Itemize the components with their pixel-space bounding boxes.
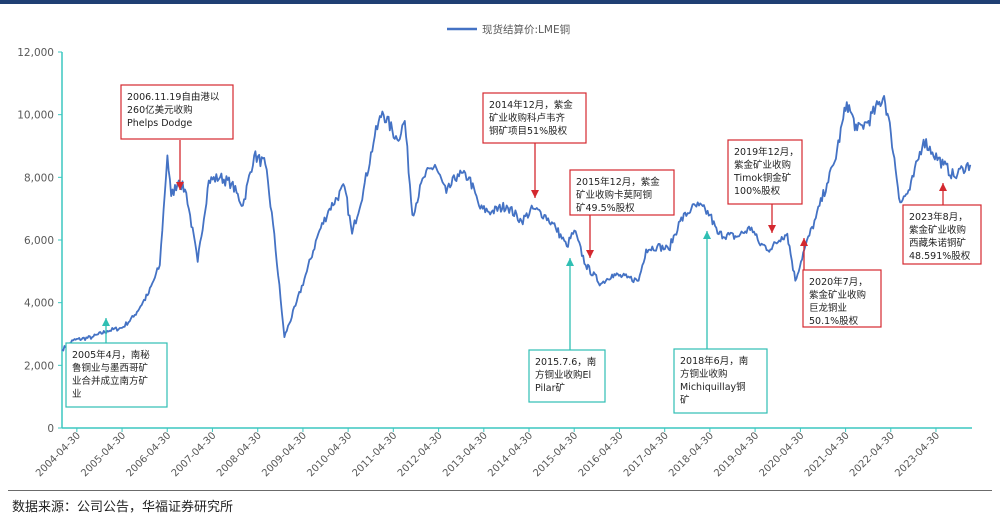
annotation-text-line: 西藏朱诺铜矿 bbox=[909, 237, 967, 249]
annotation-text-line: 方铜业收购El bbox=[535, 369, 591, 381]
top-rule bbox=[0, 0, 1000, 4]
annotation-text-line: 2020年7月， bbox=[809, 276, 868, 288]
x-tick-label: 2022-04-30 bbox=[848, 430, 897, 479]
annotation-arrow-head bbox=[176, 182, 184, 190]
annotation-text-line: 260亿美元收购 bbox=[127, 104, 193, 116]
x-tick-label: 2009-04-30 bbox=[260, 430, 309, 479]
x-tick-label: 2008-04-30 bbox=[215, 430, 264, 479]
annotation-box bbox=[902, 204, 982, 265]
annotation-box bbox=[65, 342, 168, 408]
annotation-text-line: 2015年12月，紫金 bbox=[576, 176, 660, 188]
annotation-text-line: 2018年6月，南 bbox=[680, 355, 748, 367]
y-tick-label: 8,000 bbox=[24, 172, 54, 184]
annotation-box bbox=[673, 348, 768, 414]
annotation-text-line: 矿业收购科卢韦齐 bbox=[489, 112, 566, 124]
x-tick-label: 2012-04-30 bbox=[396, 430, 445, 479]
annotation-box bbox=[802, 269, 882, 328]
x-tick-label: 2006-04-30 bbox=[124, 430, 173, 479]
annotation-text-line: 紫金矿业收购 bbox=[734, 159, 791, 171]
annotation-arrow-head bbox=[531, 190, 539, 198]
annotation-text-line: Timok铜金矿 bbox=[733, 172, 792, 184]
annotation-text-line: 2006.11.19自由港以 bbox=[127, 91, 220, 103]
annotation-text-line: 48.591%股权 bbox=[909, 250, 971, 262]
annotation-text-line: 矿业收购卡莫阿铜 bbox=[576, 189, 652, 201]
x-tick-label: 2014-04-30 bbox=[486, 430, 535, 479]
y-tick-label: 6,000 bbox=[24, 235, 54, 247]
annotation-text-line: 2014年12月，紫金 bbox=[489, 99, 573, 111]
x-tick-label: 2010-04-30 bbox=[305, 430, 354, 479]
y-tick-label: 2,000 bbox=[24, 360, 54, 372]
annotation-text-line: 方铜业收购 bbox=[680, 368, 728, 380]
x-tick-label: 2017-04-30 bbox=[622, 430, 671, 479]
source-note: 数据来源：公司公告，华福证券研究所 bbox=[12, 500, 234, 515]
annotation-arrow-head bbox=[566, 258, 574, 266]
annotation-text-line: Phelps Dodge bbox=[127, 118, 192, 129]
y-tick-label: 0 bbox=[47, 423, 54, 435]
y-tick-label: 4,000 bbox=[24, 298, 54, 310]
x-tick-label: 2005-04-30 bbox=[79, 430, 128, 479]
annotation-text-line: 业合并成立南方矿 bbox=[72, 375, 149, 387]
series-line-lme-copper bbox=[61, 95, 972, 352]
annotation-text-line: 紫金矿业收购 bbox=[809, 289, 866, 301]
bottom-rule bbox=[8, 490, 992, 491]
annotation-text-line: 100%股权 bbox=[734, 185, 781, 197]
annotation-text-line: 紫金矿业收购 bbox=[909, 224, 966, 236]
x-tick-label: 2011-04-30 bbox=[351, 430, 400, 479]
x-tick-label: 2020-04-30 bbox=[758, 430, 807, 479]
annotation-box bbox=[528, 349, 606, 403]
y-tick-label: 12,000 bbox=[17, 47, 54, 59]
y-tick-label: 10,000 bbox=[17, 110, 54, 122]
x-tick-label: 2013-04-30 bbox=[441, 430, 490, 479]
annotation-text-line: 2023年8月， bbox=[909, 211, 968, 223]
annotation-box bbox=[569, 169, 675, 216]
annotation-text-line: Pilar矿 bbox=[535, 382, 566, 394]
x-tick-label: 2018-04-30 bbox=[667, 430, 716, 479]
annotation-arrow-head bbox=[102, 318, 110, 326]
annotation-text-line: 2019年12月， bbox=[734, 146, 799, 158]
annotation-text-line: Michiquillay铜 bbox=[680, 381, 746, 393]
annotation-text-line: 2005年4月，南秘 bbox=[72, 349, 150, 361]
annotation-text-line: 业 bbox=[72, 389, 82, 400]
annotation-text-line: 巨龙铜业 bbox=[809, 302, 847, 314]
x-tick-label: 2019-04-30 bbox=[712, 430, 761, 479]
x-tick-label: 2023-04-30 bbox=[893, 430, 942, 479]
annotation-text-line: 2015.7.6，南 bbox=[535, 356, 596, 368]
annotation-arrow-head bbox=[703, 231, 711, 239]
annotation-text-line: 矿 bbox=[680, 394, 690, 406]
annotation-text-line: 鲁铜业与墨西哥矿 bbox=[72, 362, 149, 374]
x-tick-label: 2021-04-30 bbox=[803, 430, 852, 479]
annotation-box bbox=[120, 84, 234, 140]
x-tick-label: 2007-04-30 bbox=[170, 430, 219, 479]
annotation-arrow-head bbox=[768, 225, 776, 233]
annotation-arrow-head bbox=[586, 250, 594, 258]
annotation-box bbox=[482, 92, 587, 144]
x-tick-label: 2015-04-30 bbox=[531, 430, 580, 479]
x-tick-label: 2004-04-30 bbox=[34, 430, 83, 479]
copper-price-chart: 0 2,000 4,000 6,000 8,000 10,000 12,000 2004-04… bbox=[17, 23, 982, 479]
annotation-text-line: 50.1%股权 bbox=[809, 315, 859, 327]
annotation-text-line: 矿49.5%股权 bbox=[576, 202, 635, 214]
annotation-arrow-head bbox=[939, 183, 947, 191]
annotation-box bbox=[727, 139, 803, 205]
annotation-arrow-head bbox=[800, 238, 808, 246]
annotation-text-line: 铜矿项目51%股权 bbox=[489, 125, 568, 137]
x-tick-label: 2016-04-30 bbox=[577, 430, 626, 479]
legend-label: 现货结算价:LME铜 bbox=[482, 23, 570, 36]
